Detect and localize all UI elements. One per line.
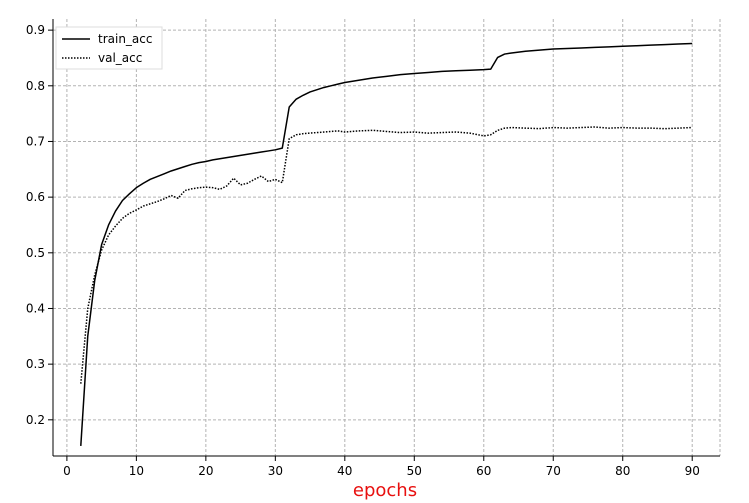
y-tick-label: 0.4	[26, 301, 45, 315]
legend: train_acc val_acc	[55, 26, 163, 70]
y-tick-label: 0.9	[26, 23, 45, 37]
x-tick-label: 90	[685, 464, 700, 478]
x-axis-label: epochs	[353, 480, 417, 501]
y-tick-label: 0.3	[26, 357, 45, 371]
x-tick-label: 50	[407, 464, 422, 478]
x-tick-label: 80	[615, 464, 630, 478]
y-tick-label: 0.8	[26, 79, 45, 93]
x-tick-label: 20	[198, 464, 213, 478]
y-tick-label: 0.2	[26, 413, 45, 427]
x-tick-label: 0	[63, 464, 71, 478]
legend-label-train-acc: train_acc	[98, 32, 152, 46]
legend-label-val-acc: val_acc	[98, 51, 142, 65]
grid-lines	[53, 19, 721, 456]
series-lines	[80, 42, 693, 447]
x-tick-label: 40	[337, 464, 352, 478]
x-tick-label: 30	[268, 464, 283, 478]
x-tick-label: 10	[129, 464, 144, 478]
series-line-val-acc	[80, 126, 693, 384]
x-axis-ticks: 0 10 20 30 40 50 60 70 80 90	[63, 456, 700, 478]
y-axis-ticks: 0.2 0.3 0.4 0.5 0.6 0.7 0.8 0.9	[26, 23, 53, 427]
y-tick-label: 0.7	[26, 134, 45, 148]
axes	[52, 19, 720, 457]
legend-box	[55, 26, 163, 70]
x-tick-label: 70	[546, 464, 561, 478]
x-tick-label: 60	[476, 464, 491, 478]
y-tick-label: 0.6	[26, 190, 45, 204]
series-line-train-acc	[80, 42, 693, 447]
y-tick-label: 0.5	[26, 246, 45, 260]
